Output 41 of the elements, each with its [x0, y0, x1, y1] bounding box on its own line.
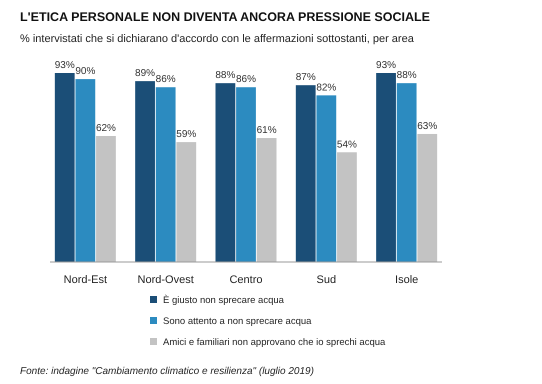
data-label: 86%: [236, 74, 256, 86]
data-label: 61%: [256, 125, 277, 136]
data-label: 54%: [336, 139, 358, 150]
data-label: 62%: [96, 123, 116, 134]
bar: [215, 83, 236, 262]
bar: [316, 95, 336, 262]
legend-label: Sono attento a non sprecare acqua: [163, 316, 312, 327]
data-label: 82%: [316, 82, 336, 94]
data-label: 88%: [396, 70, 417, 82]
bar: [176, 142, 196, 262]
bar: [256, 138, 277, 262]
bar: [135, 81, 155, 262]
bar: [236, 87, 256, 262]
data-label: 63%: [417, 120, 438, 132]
bar: [337, 152, 357, 262]
x-tick-label: Sud: [316, 274, 336, 286]
bar: [156, 87, 176, 262]
source-note: Fonte: indagine "Cambiamento climatico e resilienza" (luglio 2019): [20, 366, 314, 377]
data-label: 93%: [376, 60, 396, 71]
bar: [54, 73, 75, 262]
data-label: 88%: [215, 70, 236, 82]
data-label: 59%: [176, 129, 196, 140]
data-label: 89%: [135, 68, 156, 80]
x-tick-label: Nord-Ovest: [138, 274, 194, 286]
legend-label: Amici e familiari non approvano che io sprechi acqua: [163, 337, 386, 348]
data-label: 86%: [156, 74, 176, 86]
bar: [96, 136, 116, 262]
legend-label: È giusto non sprecare acqua: [163, 294, 285, 306]
bar: [376, 73, 396, 262]
chart-title: L'ETICA PERSONALE NON DIVENTA ANCORA PRESSIONE SOCIALE: [20, 10, 430, 24]
data-label: 90%: [75, 66, 96, 78]
x-tick-label: Isole: [395, 274, 418, 286]
data-label: 93%: [54, 60, 75, 71]
bar: [396, 83, 417, 262]
chart-subtitle: % intervistati che si dichiarano d'accordo con le affermazioni sottostanti, per area: [20, 33, 415, 45]
bar: [75, 79, 96, 262]
bar: [417, 134, 438, 262]
x-tick-label: Nord-Est: [64, 274, 108, 286]
bar: [296, 85, 316, 262]
x-tick-label: Centro: [229, 274, 263, 286]
data-label: 87%: [296, 72, 316, 84]
